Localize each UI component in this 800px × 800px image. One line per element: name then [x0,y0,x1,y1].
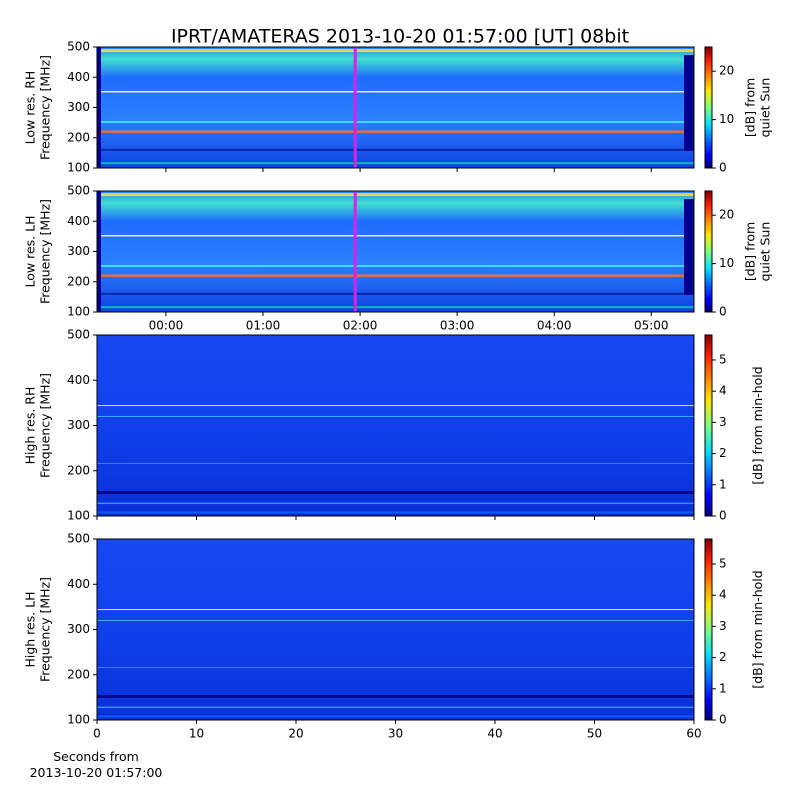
y-tick-label: 200 [67,667,90,681]
colorbar [704,538,713,721]
colorbar-tick-label: 3 [719,619,727,633]
spectrogram-band [97,306,694,309]
x-tick-label: 40 [487,727,502,741]
colorbar-tick-label: 5 [719,352,727,366]
colorbar [704,334,713,517]
y-tick-label: 500 [67,184,90,198]
y-tick-label: 500 [67,532,90,546]
spectrogram-image [97,47,694,168]
spectrogram-band [97,511,694,514]
colorbar-tick-label: 20 [719,64,734,78]
spectrogram-band [97,619,694,621]
colorbar-tick-label: 0 [719,713,727,727]
y-tick-label: 500 [67,328,90,342]
y-tick-label: 100 [67,713,90,727]
spectrogram-band [97,490,694,494]
data-gap [97,47,101,168]
spectrogram-image [97,191,694,312]
x-tick-label: 03:00 [440,319,475,333]
y-tick-label: 300 [67,100,90,114]
spectrogram-image [97,539,694,720]
spectrogram-band [97,274,694,277]
colorbar-tick-label: 3 [719,415,727,429]
spectrogram-band [97,415,694,417]
spectrogram-band [97,130,694,133]
spectrogram-band [97,91,694,93]
x-tick-label: 00:00 [149,319,184,333]
y-tick-label: 400 [67,214,90,228]
spectrogram-band [97,148,694,151]
spectrogram-band [97,463,694,465]
spectrogram-band [97,193,694,197]
x-tick-label: 50 [587,727,602,741]
x-tick-label: 60 [686,727,701,741]
colorbar [704,46,713,169]
spectrogram-band [97,235,694,237]
x-tick-label: 0 [93,727,101,741]
spectrogram-band [97,162,694,165]
colorbar-tick-label: 1 [719,681,727,695]
x-tick-label: 30 [388,727,403,741]
spectrogram-band [97,706,694,709]
colorbar-tick-label: 0 [719,305,727,319]
y-axis-label: High res. LHFrequency [MHz] [22,577,52,682]
colorbar-tick-label: 2 [719,650,727,664]
spectrogram-band [97,715,694,718]
spectrogram-image [97,335,694,516]
colorbar-label: [dB] from min-hold [750,366,765,484]
spectrogram-band [97,694,694,698]
figure-title: IPRT/AMATERAS 2013-10-20 01:57:00 [UT] 0… [171,26,629,48]
y-tick-label: 100 [67,305,90,319]
colorbar-tick-label: 1 [719,477,727,491]
colorbar-label: [dB] from min-hold [750,570,765,688]
data-gap [97,191,101,312]
x-tick-label: 05:00 [634,319,669,333]
data-gap [684,199,694,295]
y-tick-label: 200 [67,130,90,144]
colorbar-tick-label: 0 [719,509,727,523]
x-tick-label: 04:00 [537,319,572,333]
colorbar-tick-label: 0 [719,161,727,175]
x-tick-label: 20 [288,727,303,741]
colorbar [704,190,713,313]
y-axis-label: High res. RHFrequency [MHz] [22,373,52,478]
colorbar-tick-label: 4 [719,588,727,602]
spectrogram-band [97,292,694,295]
spectrogram-band [97,265,694,268]
data-gap [684,55,694,151]
colorbar-tick-label: 10 [719,256,734,270]
colorbar-tick-label: 2 [719,446,727,460]
y-tick-label: 100 [67,509,90,523]
y-tick-label: 300 [67,622,90,636]
spectrogram-band [97,502,694,505]
y-tick-label: 400 [67,373,90,387]
y-tick-label: 300 [67,418,90,432]
y-tick-label: 200 [67,463,90,477]
colorbar-tick-label: 10 [719,112,734,126]
y-axis-label: Low res. RHFrequency [MHz] [22,55,52,160]
y-tick-label: 300 [67,244,90,258]
y-axis-label: Low res. LHFrequency [MHz] [22,199,52,304]
y-tick-label: 500 [67,40,90,54]
x-axis-label: Seconds from 2013-10-20 01:57:00 [30,749,163,780]
x-tick-label: 01:00 [246,319,281,333]
x-tick-label: 10 [189,727,204,741]
y-tick-label: 400 [67,577,90,591]
spectrogram-band [97,609,694,611]
spectrogram-band [97,121,694,124]
y-tick-label: 100 [67,161,90,175]
spectrogram-band [97,405,694,407]
y-tick-label: 200 [67,274,90,288]
colorbar-label: [dB] fromquiet Sun [742,78,772,138]
spectrogram-band [97,49,694,53]
x-tick-label: 02:00 [343,319,378,333]
y-tick-label: 400 [67,70,90,84]
spectrogram-band [97,667,694,669]
colorbar-tick-label: 5 [719,556,727,570]
colorbar-label: [dB] fromquiet Sun [742,222,772,282]
colorbar-tick-label: 4 [719,384,727,398]
colorbar-tick-label: 20 [719,208,734,222]
